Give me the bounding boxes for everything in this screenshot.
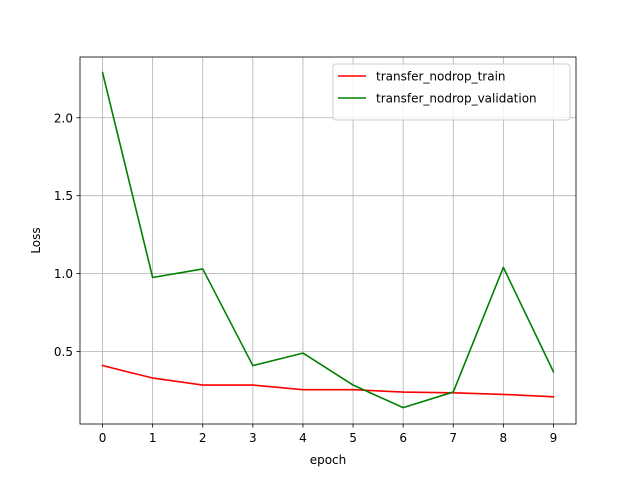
x-axis-ticks: 0 1 2 3 4 5 6 7 8 9 bbox=[99, 424, 558, 445]
x-tick-label: 3 bbox=[249, 431, 257, 445]
series-line-transfer-nodrop-validation bbox=[101, 71, 555, 409]
series-lines bbox=[101, 71, 555, 409]
plot-area-frame bbox=[79, 56, 577, 425]
x-tick-label: 8 bbox=[500, 431, 508, 445]
series-line-transfer-nodrop-train bbox=[101, 364, 555, 398]
legend: transfer_nodrop_train transfer_nodrop_val… bbox=[332, 63, 571, 121]
legend-box bbox=[332, 63, 571, 121]
y-tick-label: 1.0 bbox=[54, 267, 73, 281]
legend-label: transfer_nodrop_validation bbox=[376, 92, 537, 106]
y-tick-label: 2.0 bbox=[54, 111, 73, 125]
x-tick-label: 6 bbox=[399, 431, 407, 445]
x-axis-label: epoch bbox=[310, 453, 347, 467]
y-axis-ticks: 0.5 1.0 1.5 2.0 bbox=[54, 111, 80, 359]
x-tick-label: 2 bbox=[199, 431, 207, 445]
x-tick-label: 1 bbox=[149, 431, 157, 445]
y-tick-label: 0.5 bbox=[54, 345, 73, 359]
x-tick-label: 4 bbox=[299, 431, 307, 445]
legend-label: transfer_nodrop_train bbox=[376, 70, 506, 84]
x-tick-label: 9 bbox=[550, 431, 558, 445]
y-axis-label: Loss bbox=[29, 227, 43, 253]
y-tick-label: 1.5 bbox=[54, 189, 73, 203]
x-tick-label: 7 bbox=[449, 431, 457, 445]
x-tick-label: 0 bbox=[99, 431, 107, 445]
x-tick-label: 5 bbox=[349, 431, 357, 445]
